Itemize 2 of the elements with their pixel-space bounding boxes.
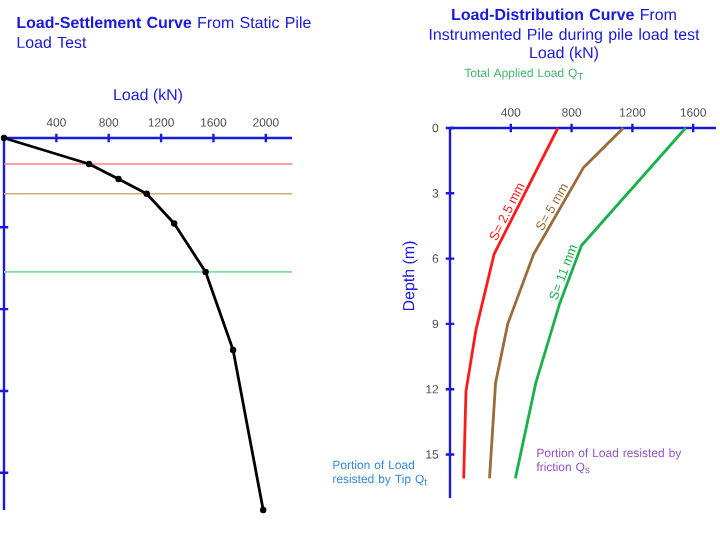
line-series	[488, 126, 625, 480]
line-series	[513, 126, 687, 480]
